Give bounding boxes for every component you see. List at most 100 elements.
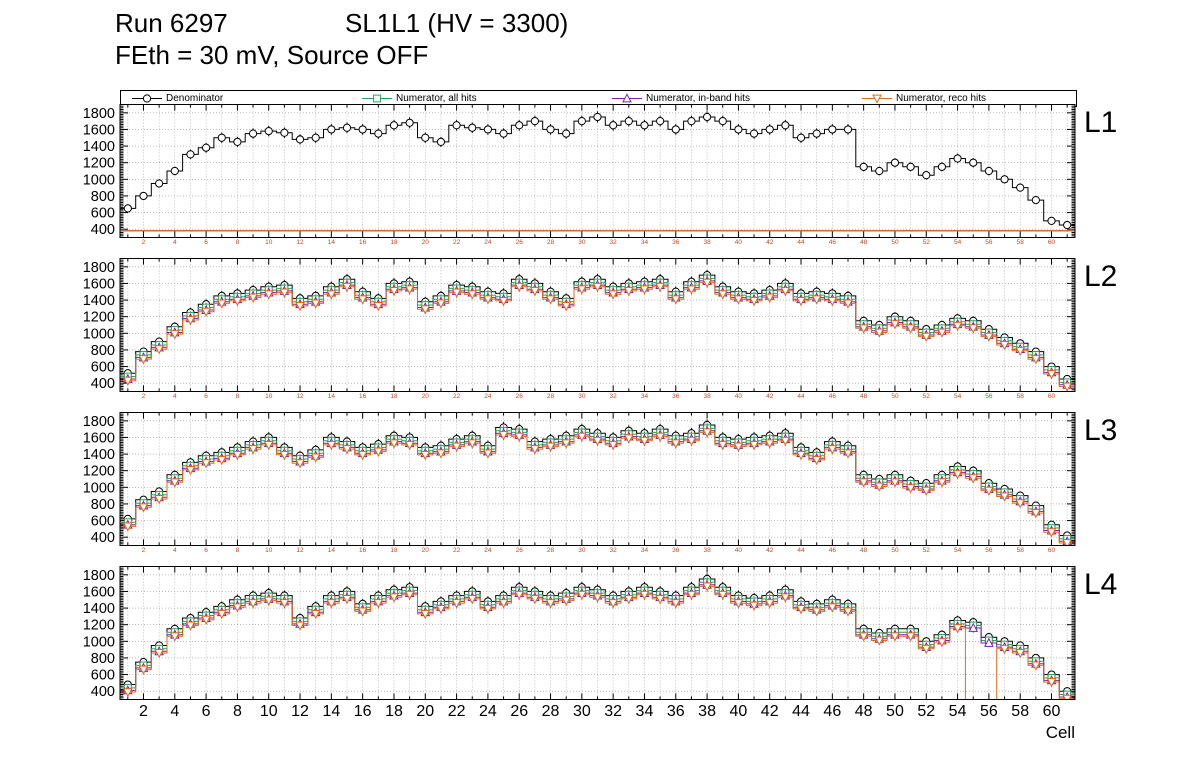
- small-x-tick-label: 34: [640, 547, 649, 554]
- small-x-tick-label: 16: [359, 393, 367, 400]
- y-tick-label: 1400: [83, 601, 115, 617]
- small-x-tick-label: 42: [766, 547, 774, 554]
- small-x-tick-label: 24: [484, 239, 492, 246]
- y-tick-label: 400: [91, 530, 115, 546]
- x-tick-label: 20: [416, 703, 435, 720]
- small-x-tick-label: 12: [296, 393, 304, 400]
- small-x-tick-label: 20: [421, 393, 429, 400]
- legend-item-3: Numerator, in-band hits: [611, 91, 750, 106]
- small-x-tick-label: 42: [766, 393, 774, 400]
- x-tick-label: 40: [729, 703, 748, 720]
- small-x-tick-label: 32: [609, 547, 617, 554]
- small-x-tick-label: 10: [265, 239, 273, 246]
- small-x-tick-label: 10: [265, 547, 273, 554]
- small-x-tick-label: 30: [578, 393, 586, 400]
- small-x-tick-label: 24: [484, 393, 492, 400]
- x-tick-label: 2: [139, 703, 148, 720]
- panel-L3-small-x-labels: 2 4 6 8 10 12 14 16 18 20 22 24 26 28 30 32 34 36 38 40 42 44…: [0, 547, 1196, 557]
- x-tick-label: 36: [666, 703, 685, 720]
- y-tick-label: 400: [91, 376, 115, 392]
- small-x-tick-label: 48: [860, 393, 868, 400]
- small-x-tick-label: 60: [1047, 393, 1056, 400]
- small-x-tick-label: 28: [546, 239, 555, 246]
- panel-frame: [119, 412, 1076, 546]
- small-x-tick-label: 60: [1047, 239, 1056, 246]
- small-x-tick-label: 42: [766, 239, 774, 246]
- small-x-tick-label: 12: [296, 239, 304, 246]
- small-x-tick-label: 26: [515, 547, 523, 554]
- small-x-tick-label: 46: [828, 393, 836, 400]
- chamber-title: SL1L1 (HV = 3300): [345, 8, 569, 38]
- x-tick-label: 38: [698, 703, 716, 720]
- x-axis-title: Cell: [1045, 723, 1075, 742]
- small-x-tick-label: 56: [985, 547, 993, 554]
- series-numerator-reco-hits: [120, 277, 1075, 392]
- x-tick-label: 30: [572, 703, 591, 720]
- small-x-tick-label: 26: [515, 239, 523, 246]
- y-tick-label: 800: [91, 189, 115, 205]
- y-tick-label: 1000: [83, 634, 115, 650]
- y-tick-label: 800: [91, 343, 115, 359]
- small-x-tick-label: 22: [452, 239, 461, 246]
- x-tick-label: 14: [322, 703, 341, 720]
- y-tick-label: 600: [91, 514, 115, 530]
- small-x-tick-label: 14: [327, 239, 335, 246]
- small-x-tick-label: 14: [327, 393, 335, 400]
- y-tick-label: 1600: [83, 430, 115, 446]
- small-x-tick-label: 8: [235, 547, 240, 554]
- small-x-tick-label: 44: [797, 393, 805, 400]
- small-x-tick-label: 56: [985, 239, 993, 246]
- x-tick-label: 12: [291, 703, 309, 720]
- small-x-tick-label: 18: [390, 547, 398, 554]
- small-x-tick-label: 4: [172, 393, 177, 400]
- small-x-tick-label: 4: [172, 547, 177, 554]
- y-tick-label: 1800: [83, 414, 115, 430]
- small-x-tick-label: 52: [922, 239, 930, 246]
- small-x-tick-label: 44: [797, 239, 805, 246]
- small-x-tick-label: 38: [703, 393, 711, 400]
- small-x-tick-label: 58: [1016, 393, 1024, 400]
- small-x-tick-label: 8: [235, 393, 240, 400]
- x-tick-label: 8: [232, 703, 242, 720]
- y-tick-label: 600: [91, 206, 115, 222]
- small-x-tick-label: 2: [141, 239, 146, 246]
- panel-L1-small-x-labels: 2 4 6 8 10 12 14 16 18 20 22 24 26 28 30 32 34 36 38 40 42 44…: [0, 239, 1196, 249]
- x-tick-label: 56: [979, 703, 998, 720]
- axis-ticks: [120, 258, 1075, 392]
- triangle-down-legend-marker-icon: [862, 94, 892, 104]
- small-x-tick-label: 2: [141, 393, 146, 400]
- x-axis-tick-labels: 2 4 6 8 10 12 14 16 18 20 22 24 26 28 30 32 34 36 38 40 42 44…: [0, 703, 1196, 723]
- small-x-tick-label: 16: [359, 547, 367, 554]
- small-x-tick-label: 38: [703, 239, 711, 246]
- y-tick-label: 400: [91, 222, 115, 238]
- y-tick-label: 1400: [83, 139, 115, 155]
- small-x-tick-label: 18: [390, 393, 398, 400]
- small-x-tick-label: 22: [452, 393, 461, 400]
- small-x-tick-label: 58: [1016, 547, 1024, 554]
- grid: [120, 566, 1075, 700]
- x-tick-label: 44: [792, 703, 810, 720]
- small-x-tick-label: 10: [265, 393, 273, 400]
- small-x-tick-label: 50: [891, 393, 899, 400]
- legend-item-label: Numerator, all hits: [396, 93, 477, 104]
- small-x-tick-label: 6: [204, 239, 208, 246]
- x-tick-label: 28: [541, 703, 560, 720]
- x-tick-label: 58: [1011, 703, 1030, 720]
- small-x-tick-label: 12: [296, 547, 304, 554]
- small-x-tick-label: 56: [985, 393, 993, 400]
- small-x-tick-label: 54: [953, 547, 962, 554]
- y-tick-label: 1600: [83, 584, 115, 600]
- small-x-tick-label: 32: [609, 393, 617, 400]
- run-title: Run 6297: [115, 8, 228, 38]
- small-x-tick-label: 18: [390, 239, 398, 246]
- axis-ticks: [120, 566, 1075, 700]
- x-tick-label: 48: [854, 703, 873, 720]
- series-numerator-reco-hits: [120, 427, 1075, 546]
- x-tick-label: 22: [447, 703, 466, 720]
- small-x-tick-label: 8: [235, 239, 240, 246]
- y-tick-label: 1400: [83, 293, 115, 309]
- x-tick-label: 34: [635, 703, 654, 720]
- small-x-tick-label: 4: [172, 239, 177, 246]
